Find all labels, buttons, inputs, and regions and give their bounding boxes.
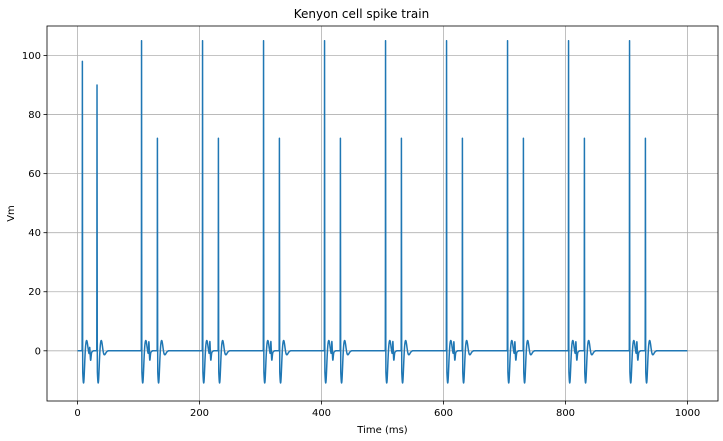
y-axis-label: Vm <box>6 205 17 222</box>
x-tick-label: 600 <box>434 408 453 419</box>
x-ticks: 0 200 400 600 800 1000 <box>74 401 700 419</box>
y-tick-label: 40 <box>28 228 41 239</box>
y-tick-label: 80 <box>28 110 41 121</box>
x-tick-label: 0 <box>74 408 80 419</box>
x-tick-label: 800 <box>556 408 575 419</box>
series-line <box>76 40 689 384</box>
plot-background <box>47 26 718 401</box>
x-axis-label: Time (ms) <box>356 425 408 436</box>
x-tick-label: 1000 <box>675 408 700 419</box>
y-tick-label: 60 <box>28 169 41 180</box>
y-tick-label: 20 <box>28 287 41 298</box>
chart-title: Kenyon cell spike train <box>294 7 429 21</box>
y-ticks: 0 20 40 60 80 100 <box>22 51 47 357</box>
plot-area: 0 200 400 600 800 1000 0 20 40 60 80 100 <box>22 25 719 419</box>
y-tick-label: 100 <box>22 51 41 62</box>
y-tick-label: 0 <box>35 346 41 357</box>
x-grid <box>77 26 688 401</box>
x-tick-label: 400 <box>312 408 331 419</box>
x-tick-label: 200 <box>190 408 209 419</box>
plot-frame <box>46 25 719 402</box>
